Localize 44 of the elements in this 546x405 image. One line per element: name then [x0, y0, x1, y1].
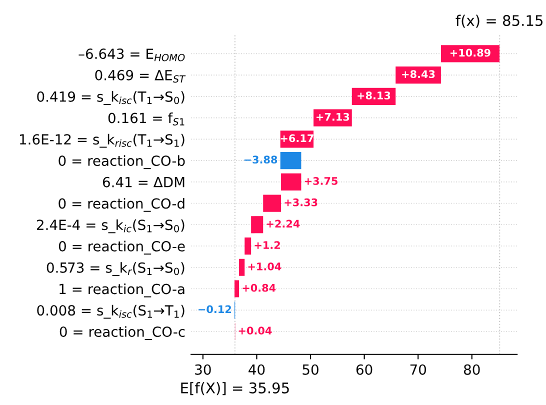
data-label: +7.13 — [316, 112, 350, 121]
data-label: +10.89 — [450, 48, 490, 57]
y-tick-label: 0.469 = ΔE$_{ST}$ — [95, 70, 186, 83]
y-tick-label: 0 = reaction_CO-b — [58, 155, 185, 170]
data-label: +8.13 — [358, 92, 390, 100]
y-tick-label: 0 = reaction_CO-d — [58, 198, 184, 212]
y-tick-label: 0 = reaction_CO-c — [60, 326, 185, 340]
y-tick-label: 0.161 = f$_{S1}$ — [108, 112, 184, 126]
data-label: +3.33 — [284, 198, 318, 206]
data-label: +3.75 — [304, 177, 338, 185]
bar — [281, 173, 302, 190]
ref-line-label: E[f(X)] = 35.95 — [181, 382, 289, 396]
y-tick-label: 0.008 = s_k$_{isc}$(S$_{1}$→T$_{1}$) — [37, 304, 184, 319]
data-label: −0.12 — [198, 305, 231, 314]
data-label: +2.24 — [266, 220, 300, 228]
x-tick-label: 40 — [248, 364, 265, 375]
data-label: +0.84 — [242, 284, 276, 292]
y-tick-label: 0.573 = s_k$_{r}$(S$_{1}$→S$_{0}$) — [46, 262, 184, 276]
bar — [239, 258, 245, 276]
bar — [244, 237, 252, 255]
bar — [280, 152, 302, 170]
y-tick-label: –6.643 = E$_{HOMO}$ — [78, 48, 185, 62]
x-tick-label: 50 — [302, 364, 318, 375]
bar — [234, 280, 240, 298]
y-tick-label: 1.6E-12 = s_k$_{risc}$(T$_{1}$→S$_{1}$) — [20, 134, 184, 148]
y-tick-label: 0 = reaction_CO-e — [58, 240, 185, 255]
x-tick-label: 30 — [195, 364, 211, 375]
data-label: −3.88 — [244, 156, 278, 164]
bar — [263, 194, 282, 212]
x-tick-label: 70 — [410, 364, 426, 375]
data-label: +1.04 — [248, 262, 282, 270]
y-tick-label: 1 = reaction_CO-a — [60, 283, 184, 298]
y-tick-label: 0.419 = s_k$_{isc}$(T$_{1}$→S$_{0}$) — [37, 91, 184, 105]
data-label: +6.17 — [280, 134, 314, 142]
data-label: +1.2 — [254, 241, 280, 249]
ref-line-label: f(x) = 85.15 — [456, 14, 542, 28]
x-tick-label: 60 — [356, 364, 372, 375]
y-tick-label: 6.41 = ΔDM — [102, 176, 184, 188]
data-label: +8.43 — [402, 70, 435, 78]
bar — [314, 109, 352, 126]
data-label: +0.04 — [238, 326, 272, 335]
bar — [251, 216, 264, 234]
x-tick-label: 80 — [464, 364, 480, 375]
y-tick-label: 2.4E-4 = s_k$_{ic}$(S$_{1}$→S$_{0}$) — [36, 219, 184, 234]
